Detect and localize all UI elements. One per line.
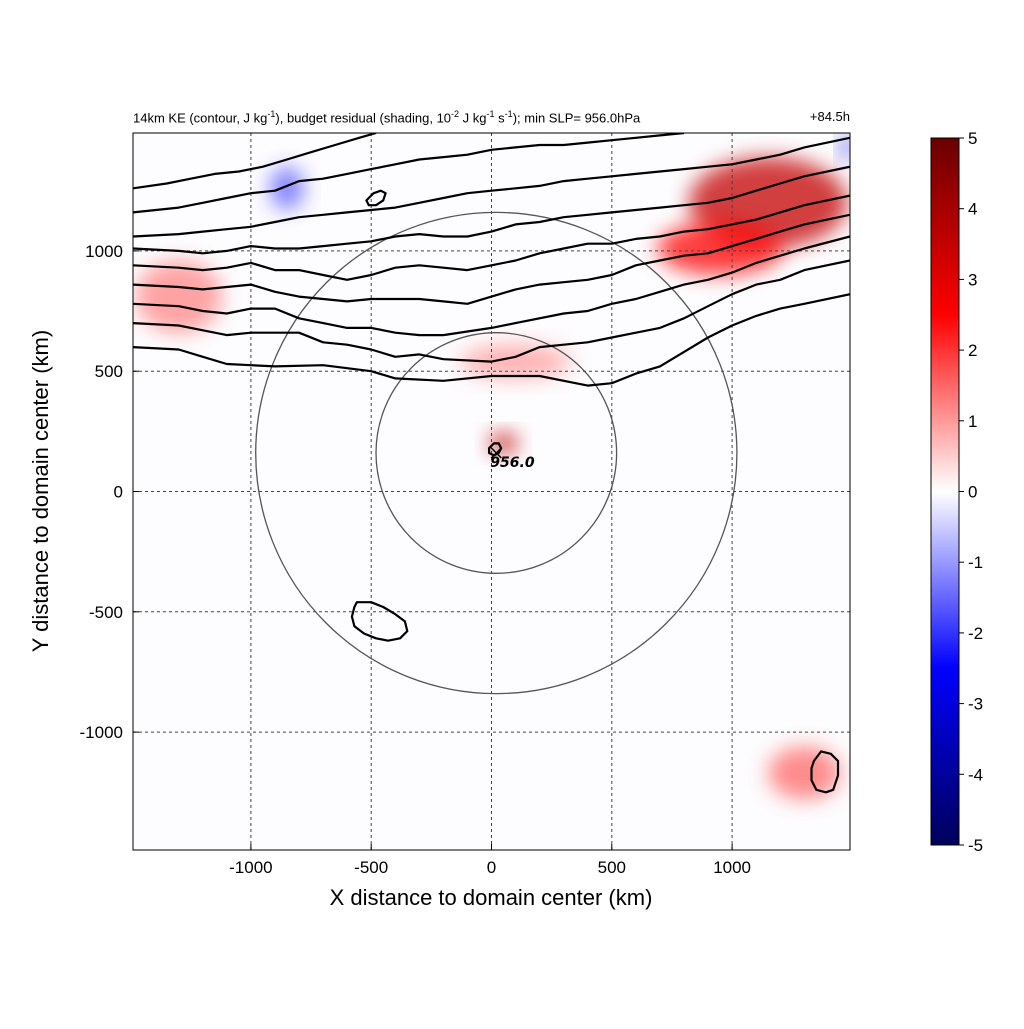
plot-area: 956.0 — [133, 133, 850, 850]
ke-contour-closed — [488, 442, 503, 457]
y-axis: -1000 -500 0 500 1000 — [80, 242, 139, 742]
negative-residual-patch — [840, 135, 850, 160]
colorbar-scale — [930, 137, 960, 846]
residual-shading — [135, 135, 850, 800]
colorbar-tick-label: 2 — [968, 341, 977, 360]
min-slp-label: 956.0 — [490, 455, 535, 471]
y-tick-label: 1000 — [85, 242, 123, 261]
ke-contour-line — [133, 133, 685, 214]
negative-residual-patch — [270, 166, 304, 210]
ke-contour-line — [133, 293, 850, 387]
colorbar-tick-label: 1 — [968, 412, 977, 431]
range-ring — [255, 211, 738, 695]
ke-contour-closed — [365, 189, 387, 207]
colorbar-tick-label: 3 — [968, 270, 977, 289]
x-tick-label: 0 — [487, 858, 496, 877]
storm-center-marker — [490, 447, 502, 459]
ke-contour-line — [133, 133, 377, 190]
chart-title: 14km KE (contour, J kg-1), budget residu… — [133, 109, 641, 126]
x-tick-label: -1000 — [229, 858, 272, 877]
colorbar-tick-label: -3 — [968, 695, 983, 714]
y-tick-label: -1000 — [80, 723, 123, 742]
positive-residual-patch — [768, 746, 841, 800]
x-tick-label: -500 — [354, 858, 388, 877]
range-ring — [375, 332, 618, 574]
colorbar-tick-label: -4 — [968, 765, 983, 784]
ke-contour-line — [133, 136, 850, 238]
ke-contour-closed — [810, 750, 840, 794]
ke-contour-line — [133, 235, 850, 337]
colorbar: 5 4 3 2 1 0 -1 -2 -3 -4 -5 — [930, 129, 983, 855]
y-tick-label: -500 — [89, 603, 123, 622]
x-axis-title: X distance to domain center (km) — [330, 885, 653, 910]
y-tick-label: 500 — [95, 362, 123, 381]
colorbar-tick-label: 4 — [968, 200, 977, 219]
ke-contours — [133, 133, 850, 794]
colorbar-tick-label: -1 — [968, 553, 983, 572]
colorbar-tick-label: 5 — [968, 129, 977, 148]
x-tick-label: 500 — [598, 858, 626, 877]
ke-contour-line — [133, 213, 850, 305]
forecast-time-label: +84.5h — [809, 109, 850, 124]
colorbar-tick-label: -5 — [968, 836, 983, 855]
storm-center: 956.0 — [490, 447, 535, 471]
x-tick-label: 1000 — [713, 858, 751, 877]
ke-contour-closed — [350, 601, 409, 642]
positive-residual-patch — [657, 222, 783, 275]
positive-residual-patch — [489, 432, 518, 455]
positive-residual-patch — [460, 344, 571, 379]
ke-contour-line — [133, 259, 850, 363]
y-axis-title: Y distance to domain center (km) — [28, 330, 53, 652]
positive-residual-patch — [135, 260, 223, 333]
colorbar-tick-label: 0 — [968, 483, 977, 502]
ke-contour-line — [133, 194, 850, 281]
ke-contour-line — [133, 165, 850, 255]
colorbar-ticks: 5 4 3 2 1 0 -1 -2 -3 -4 -5 — [959, 129, 983, 855]
x-axis: -1000 -500 0 500 1000 — [229, 844, 751, 877]
colorbar-tick-label: -2 — [968, 624, 983, 643]
y-tick-label: 0 — [114, 483, 123, 502]
range-rings — [255, 211, 738, 695]
